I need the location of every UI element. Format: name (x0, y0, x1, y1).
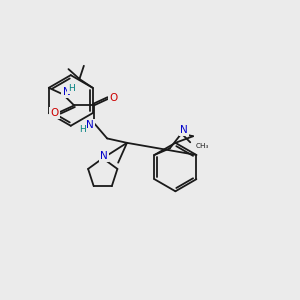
Text: CH₃: CH₃ (196, 142, 209, 148)
Text: O: O (50, 108, 58, 118)
Text: N: N (180, 125, 188, 135)
Text: N: N (100, 151, 108, 161)
Text: N: N (63, 87, 70, 97)
Text: H: H (80, 125, 86, 134)
Text: O: O (110, 93, 118, 103)
Text: H: H (69, 84, 75, 93)
Text: N: N (86, 120, 93, 130)
